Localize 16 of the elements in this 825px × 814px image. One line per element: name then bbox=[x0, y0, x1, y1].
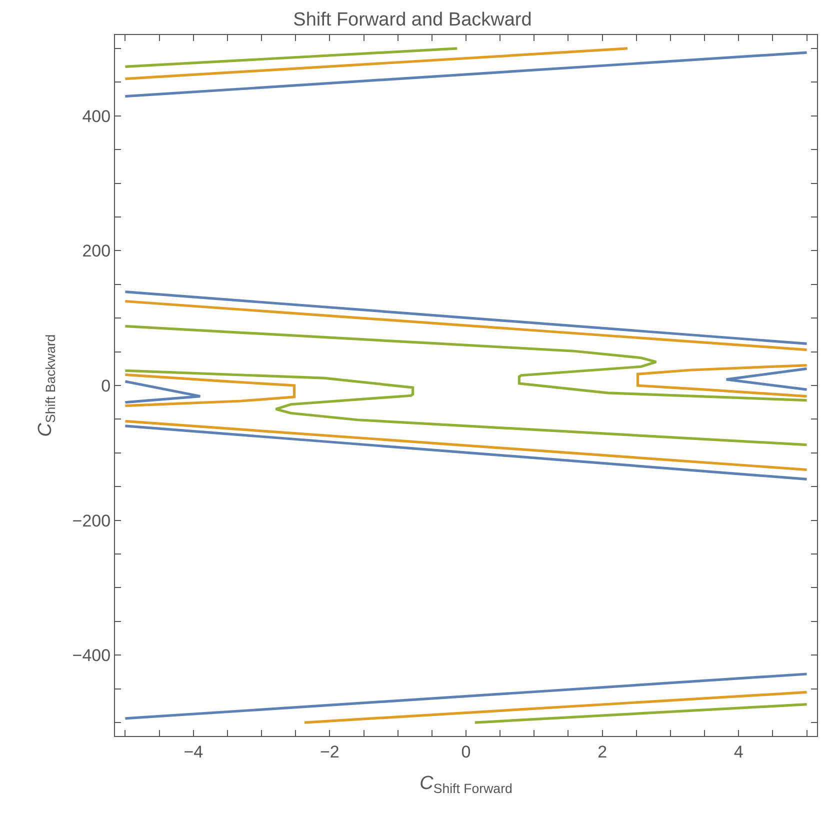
x-tick-label: −4 bbox=[184, 742, 204, 762]
x-tick-label: 2 bbox=[598, 742, 608, 762]
x-axis-title: C$_{Shift Forward}$ bbox=[420, 773, 512, 796]
x-tick-label: −2 bbox=[320, 742, 340, 762]
y-tick-label: 400 bbox=[82, 106, 111, 126]
line-series bbox=[124, 324, 808, 402]
line-series bbox=[124, 369, 808, 446]
line-series bbox=[124, 373, 296, 408]
chart-title: Shift Forward and Backward bbox=[293, 10, 532, 31]
y-tick-label: −400 bbox=[72, 646, 111, 666]
x-tick-label: 0 bbox=[461, 742, 471, 762]
y-tick-label: 0 bbox=[101, 376, 111, 396]
y-tick-label: 200 bbox=[82, 242, 111, 261]
line-series bbox=[636, 364, 808, 398]
y-tick-label: −200 bbox=[72, 511, 111, 530]
x-tick-label: 4 bbox=[734, 742, 744, 762]
